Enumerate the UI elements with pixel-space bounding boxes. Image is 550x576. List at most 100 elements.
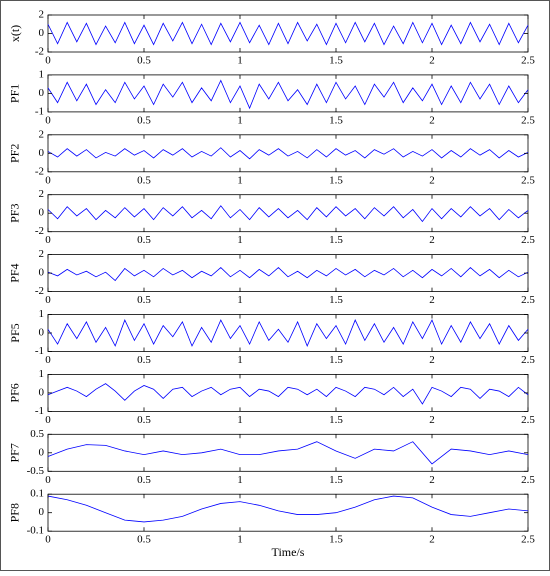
y-axis-label: PF3 — [8, 204, 22, 223]
signal-line — [47, 495, 529, 523]
x-tick-label: 1 — [237, 354, 243, 366]
axes-box — [47, 433, 529, 472]
x-tick-label: 1 — [237, 114, 243, 126]
x-tick-label: 0 — [45, 354, 51, 366]
x-tick-label: 1 — [237, 474, 243, 486]
x-tick-label: 0.5 — [137, 174, 151, 186]
y-tick-label: 1 — [39, 68, 45, 80]
signal-line — [47, 147, 529, 160]
y-tick-label: 0 — [39, 87, 45, 99]
y-tick-label: 2 — [39, 9, 45, 21]
x-tick-label: 1 — [237, 234, 243, 246]
x-tick-label: 1.5 — [329, 55, 343, 67]
y-tick-label: 0 — [39, 147, 45, 159]
x-tick-label: 0 — [45, 174, 51, 186]
y-axis-label: PF6 — [8, 383, 22, 402]
x-tick-label: 0 — [45, 234, 51, 246]
x-tick-label: 1.5 — [329, 474, 343, 486]
y-tick-label: -1 — [35, 345, 44, 357]
x-tick-label: 0.5 — [137, 474, 151, 486]
x-tick-label: 0 — [45, 474, 51, 486]
x-tick-label: 1.5 — [329, 114, 343, 126]
y-tick-label: -0.1 — [27, 525, 44, 537]
x-tick-label: 0 — [45, 55, 51, 67]
x-tick-label: 2.5 — [521, 354, 535, 366]
y-tick-label: -1 — [35, 105, 44, 117]
y-tick-label: 0 — [39, 327, 45, 339]
x-tick-label: 0.5 — [137, 354, 151, 366]
signal-line — [47, 21, 529, 46]
y-tick-label: 2 — [39, 248, 45, 260]
signal-line — [47, 205, 529, 223]
x-tick-label: 0.5 — [137, 55, 151, 67]
x-tick-label: 1.5 — [329, 294, 343, 306]
y-tick-label: 2 — [39, 188, 45, 200]
axes-box — [47, 314, 529, 352]
y-tick-label: 0 — [39, 27, 45, 39]
y-tick-label: 0 — [39, 386, 45, 398]
x-tick-label: 1 — [237, 294, 243, 306]
y-tick-label: 0.5 — [30, 428, 44, 440]
x-tick-label: 2 — [429, 114, 435, 126]
y-tick-label: -2 — [35, 225, 44, 237]
x-tick-label: 2 — [429, 474, 435, 486]
x-tick-label: 2.5 — [521, 534, 535, 546]
x-tick-label: 2 — [429, 55, 435, 67]
axes-box — [47, 74, 529, 113]
x-tick-label: 2.5 — [521, 294, 535, 306]
signal-line — [47, 383, 529, 405]
y-axis-label: PF7 — [8, 443, 22, 462]
x-tick-label: 2 — [429, 294, 435, 306]
x-tick-label: 0.5 — [137, 114, 151, 126]
axes-box — [47, 194, 529, 233]
y-tick-label: 0 — [39, 207, 45, 219]
x-tick-label: 2 — [429, 234, 435, 246]
x-tick-label: 1 — [237, 414, 243, 426]
y-tick-label: 0 — [39, 267, 45, 279]
y-axis-label: x(t) — [8, 25, 22, 42]
x-tick-label: 0.5 — [137, 234, 151, 246]
x-tick-label: 2 — [429, 174, 435, 186]
y-axis-label: PF8 — [8, 503, 22, 522]
x-tick-label: 0 — [45, 114, 51, 126]
y-tick-label: 2 — [39, 128, 45, 140]
signal-line — [47, 441, 529, 465]
axes-box — [47, 14, 529, 53]
y-tick-label: 1 — [39, 308, 45, 320]
x-tick-label: 0.5 — [137, 414, 151, 426]
x-tick-label: 0 — [45, 534, 51, 546]
signal-line — [47, 319, 529, 347]
x-tick-label: 1.5 — [329, 234, 343, 246]
y-tick-label: 0.1 — [30, 488, 44, 500]
y-tick-label: 0 — [39, 506, 45, 518]
axes-box — [47, 254, 529, 293]
x-tick-label: 2 — [429, 354, 435, 366]
x-tick-label: 2.5 — [521, 114, 535, 126]
y-tick-label: -2 — [35, 46, 44, 58]
x-tick-label: 2.5 — [521, 55, 535, 67]
x-tick-label: 2 — [429, 414, 435, 426]
y-tick-label: -1 — [35, 405, 44, 417]
x-tick-label: 2.5 — [521, 234, 535, 246]
y-axis-label: PF4 — [8, 263, 22, 282]
x-tick-label: 2.5 — [521, 174, 535, 186]
x-tick-label: 0.5 — [137, 294, 151, 306]
signal-line — [47, 267, 529, 282]
x-tick-label: 2 — [429, 534, 435, 546]
signal-line — [47, 79, 529, 110]
axes-box — [47, 373, 529, 412]
x-tick-label: 0 — [45, 294, 51, 306]
x-axis-label: Time/s — [272, 545, 305, 559]
x-tick-label: 1 — [237, 534, 243, 546]
x-tick-label: 1.5 — [329, 354, 343, 366]
x-tick-label: 0 — [45, 414, 51, 426]
x-tick-label: 1.5 — [329, 414, 343, 426]
x-tick-label: 0.5 — [137, 534, 151, 546]
x-tick-label: 2.5 — [521, 474, 535, 486]
x-tick-label: 1 — [237, 55, 243, 67]
y-tick-label: 1 — [39, 368, 45, 380]
y-tick-label: -0.5 — [27, 465, 45, 477]
y-tick-label: -2 — [35, 285, 44, 297]
y-tick-label: -2 — [35, 165, 44, 177]
